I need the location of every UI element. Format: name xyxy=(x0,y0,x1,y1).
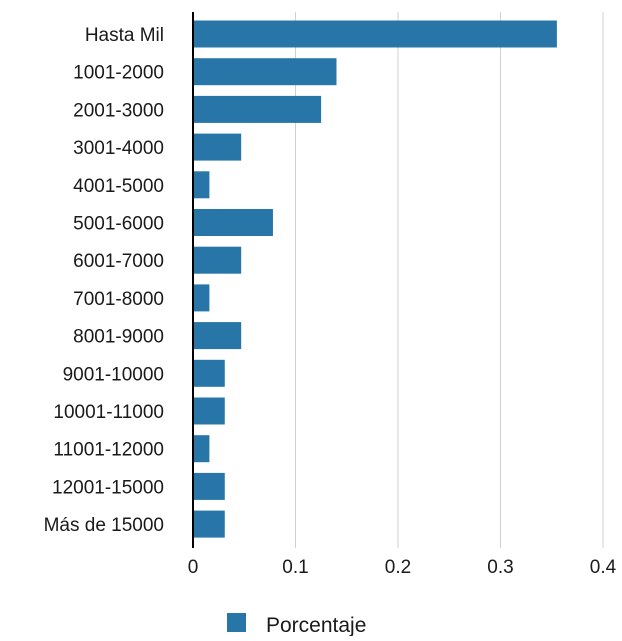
bar xyxy=(194,20,557,48)
bar xyxy=(194,359,225,387)
legend-swatch xyxy=(227,613,246,632)
bar xyxy=(194,133,242,161)
category-label: 8001-9000 xyxy=(73,327,164,348)
x-tick-label: 0.1 xyxy=(282,557,308,578)
x-tick-label: 0.4 xyxy=(590,557,617,578)
bar xyxy=(194,322,242,350)
legend-label: Porcentaje xyxy=(266,614,366,636)
category-label: Más de 15000 xyxy=(44,515,164,536)
bar xyxy=(194,284,210,312)
x-tick-label: 0.2 xyxy=(385,557,411,578)
category-label: 3001-4000 xyxy=(73,138,164,159)
bar xyxy=(194,472,225,500)
bars xyxy=(194,20,557,538)
category-label: 7001-8000 xyxy=(73,289,164,310)
grid-lines xyxy=(295,12,604,548)
x-tick-label: 0 xyxy=(188,557,199,578)
x-tick-labels: 0 0.1 0.2 0.3 0.4 xyxy=(188,557,617,578)
bar xyxy=(194,58,337,86)
bar xyxy=(194,510,225,538)
bar xyxy=(194,209,273,236)
bar xyxy=(194,171,210,199)
category-label: 2001-3000 xyxy=(73,100,164,121)
category-label: 6001-7000 xyxy=(73,251,164,272)
x-tick-label: 0.3 xyxy=(487,557,513,578)
bar xyxy=(194,435,210,463)
category-labels: Hasta Mil 1001-2000 2001-3000 3001-4000 4001… xyxy=(44,25,164,536)
bar xyxy=(194,95,322,123)
category-label: 5001-6000 xyxy=(73,214,164,235)
category-label: 1001-2000 xyxy=(73,63,164,84)
category-label: 9001-10000 xyxy=(63,364,164,385)
category-label: Hasta Mil xyxy=(85,25,164,46)
category-label: 11001-12000 xyxy=(53,440,164,461)
category-label: 10001-11000 xyxy=(53,402,164,423)
legend: Porcentaje xyxy=(227,613,366,637)
bar xyxy=(194,397,225,425)
category-label: 12001-15000 xyxy=(52,477,164,498)
bar xyxy=(194,246,242,274)
category-label: 4001-5000 xyxy=(73,176,164,197)
